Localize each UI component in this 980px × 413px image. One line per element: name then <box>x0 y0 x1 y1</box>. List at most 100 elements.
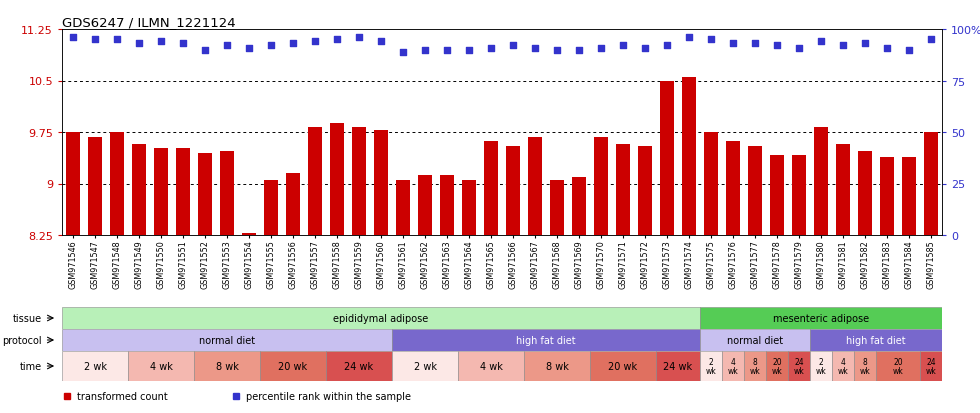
Bar <box>700 307 942 329</box>
Bar <box>810 351 832 381</box>
Point <box>417 47 433 54</box>
Point <box>902 47 917 54</box>
Point <box>329 37 345 43</box>
Bar <box>66 133 80 235</box>
Text: GDS6247 / ILMN_1221124: GDS6247 / ILMN_1221124 <box>62 16 235 29</box>
Bar <box>550 180 564 235</box>
Text: 4 wk: 4 wk <box>479 361 503 371</box>
Bar <box>902 158 916 235</box>
Text: 2 wk: 2 wk <box>414 361 436 371</box>
Text: tissue: tissue <box>13 313 42 323</box>
Bar <box>194 351 260 381</box>
Point <box>660 43 675 50</box>
Bar <box>154 148 169 235</box>
Text: 20
wk: 20 wk <box>893 358 904 375</box>
Bar <box>352 128 367 235</box>
Point <box>615 43 631 50</box>
Bar <box>110 133 124 235</box>
Text: 4
wk: 4 wk <box>838 358 849 375</box>
Bar <box>62 351 128 381</box>
Bar <box>128 351 194 381</box>
Point <box>704 37 719 43</box>
Point <box>858 41 873 47</box>
Text: 4
wk: 4 wk <box>727 358 738 375</box>
Bar <box>392 329 700 351</box>
Point <box>505 43 520 50</box>
Text: 2
wk: 2 wk <box>815 358 826 375</box>
Text: transformed count: transformed count <box>76 391 168 401</box>
Bar <box>590 351 656 381</box>
Point <box>220 43 235 50</box>
Bar <box>813 128 828 235</box>
Bar <box>656 351 700 381</box>
Bar <box>682 78 696 235</box>
Bar <box>704 133 718 235</box>
Bar <box>242 233 256 235</box>
Text: protocol: protocol <box>3 335 42 345</box>
Point <box>813 39 829 45</box>
Text: high fat diet: high fat diet <box>516 335 576 345</box>
Bar <box>810 329 942 351</box>
Bar <box>484 142 498 235</box>
Bar <box>726 142 740 235</box>
Point <box>439 47 455 54</box>
Bar <box>396 180 411 235</box>
Text: high fat diet: high fat diet <box>846 335 906 345</box>
Text: 24 wk: 24 wk <box>344 361 373 371</box>
Text: 8 wk: 8 wk <box>546 361 568 371</box>
Point <box>131 41 147 47</box>
Bar <box>88 138 102 235</box>
Bar <box>417 176 432 235</box>
Bar <box>876 351 920 381</box>
Bar <box>198 153 212 235</box>
Point <box>175 41 191 47</box>
Text: normal diet: normal diet <box>727 335 783 345</box>
Bar <box>744 351 766 381</box>
Text: 24
wk: 24 wk <box>794 358 805 375</box>
Bar <box>220 151 234 235</box>
Text: 2
wk: 2 wk <box>706 358 716 375</box>
Bar <box>924 133 938 235</box>
Bar <box>62 329 392 351</box>
Bar <box>62 307 700 329</box>
Point <box>373 39 389 45</box>
Point <box>549 47 564 54</box>
Point <box>791 45 807 52</box>
Point <box>264 43 279 50</box>
Point <box>769 43 785 50</box>
Bar <box>615 144 630 235</box>
Bar <box>788 351 810 381</box>
Point <box>527 45 543 52</box>
Point <box>351 35 367 41</box>
Bar <box>175 148 190 235</box>
Text: epididymal adipose: epididymal adipose <box>333 313 428 323</box>
Point <box>241 45 257 52</box>
Point <box>87 37 103 43</box>
Bar <box>766 351 788 381</box>
Bar <box>770 155 784 235</box>
Bar <box>572 177 586 235</box>
Bar <box>506 146 520 235</box>
Text: 8 wk: 8 wk <box>216 361 238 371</box>
Point <box>725 41 741 47</box>
Text: 8
wk: 8 wk <box>750 358 760 375</box>
Bar <box>528 138 542 235</box>
Point <box>879 45 895 52</box>
Text: 24
wk: 24 wk <box>926 358 936 375</box>
Point <box>65 35 80 41</box>
Bar <box>392 351 458 381</box>
Text: percentile rank within the sample: percentile rank within the sample <box>246 391 411 401</box>
Bar <box>326 351 392 381</box>
Bar <box>373 131 388 235</box>
Bar <box>748 146 762 235</box>
Bar <box>836 144 850 235</box>
Bar <box>858 151 872 235</box>
Bar <box>264 180 278 235</box>
Point <box>637 45 653 52</box>
Point <box>285 41 301 47</box>
Bar <box>700 329 810 351</box>
Bar <box>330 124 344 235</box>
Text: 20
wk: 20 wk <box>771 358 782 375</box>
Point <box>923 37 939 43</box>
Bar <box>524 351 590 381</box>
